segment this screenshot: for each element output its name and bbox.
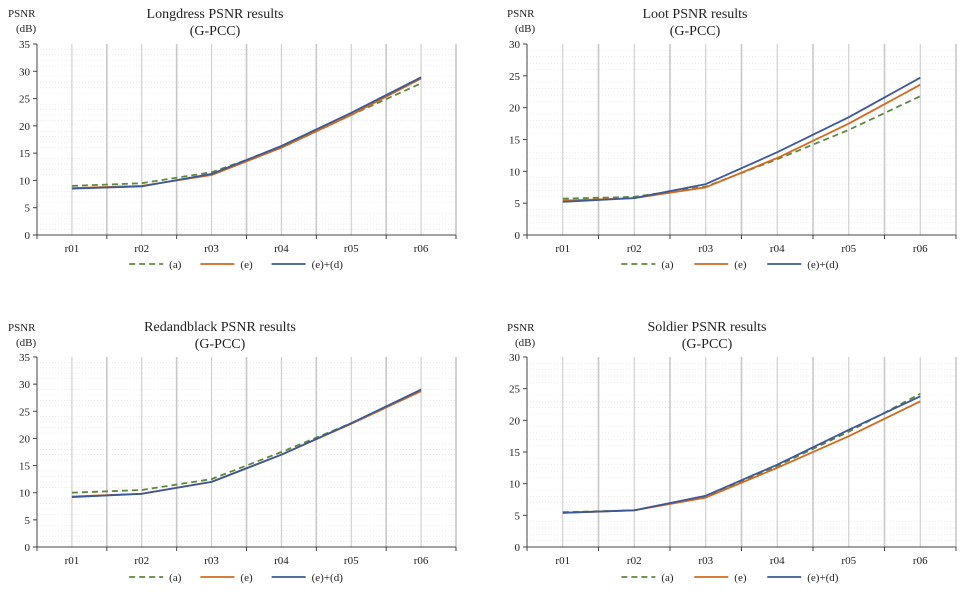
y-tick-label: 10 xyxy=(19,488,31,500)
chart-panel-4: 0 5 10 15 20 25 30 r01 r02 r03 r04 r05 r06 Soldier PS… xyxy=(507,320,957,584)
chart-title: Soldier PSNR results xyxy=(647,320,766,335)
chart-title: Loot PSNR results xyxy=(642,7,747,22)
y-tick-label: 15 xyxy=(19,148,31,160)
legend-label: (e)+(d) xyxy=(807,259,839,271)
y-tick-label: 25 xyxy=(509,384,521,396)
x-tick-label: r03 xyxy=(204,243,219,255)
x-tick-label: r02 xyxy=(134,243,149,255)
y-tick-label: 0 xyxy=(25,542,31,554)
y-tick-label: 10 xyxy=(19,175,31,187)
y-tick-label: 30 xyxy=(509,352,521,364)
legend-label: (a) xyxy=(661,259,674,271)
x-tick-label: r06 xyxy=(913,555,928,567)
x-tick-label: r05 xyxy=(841,555,856,567)
y-axis-label: PSNR xyxy=(8,322,36,334)
x-tick-label: r01 xyxy=(65,243,80,255)
x-tick-label: r01 xyxy=(555,555,570,567)
y-tick-label: 5 xyxy=(515,510,521,522)
x-tick-label: r02 xyxy=(627,243,642,255)
chart-panel-1: 0 5 10 15 20 25 30 35 r01 r02 r03 r04 r05 r06 Longdres… xyxy=(8,7,457,271)
chart-subtitle: (G-PCC) xyxy=(682,337,733,352)
series-line-ed xyxy=(562,76,921,203)
y-tick-label: 30 xyxy=(509,39,521,51)
x-tick-label: r04 xyxy=(274,555,289,567)
y-tick-label: 20 xyxy=(19,121,31,133)
x-tick-label: r03 xyxy=(204,555,219,567)
legend-label: (e) xyxy=(734,259,747,271)
x-tick-label: r05 xyxy=(841,243,856,255)
legend-label: (e)+(d) xyxy=(312,572,344,584)
x-tick-label: r04 xyxy=(770,555,785,567)
chart-panel-3: 0 5 10 15 20 25 30 35 r01 r02 r03 r04 r05 r06 Redandbl… xyxy=(8,320,457,584)
y-tick-label: 5 xyxy=(25,515,31,527)
x-tick-label: r05 xyxy=(344,243,359,255)
x-tick-label: r03 xyxy=(698,243,713,255)
y-tick-label: 35 xyxy=(19,352,31,364)
y-tick-label: 10 xyxy=(509,479,521,491)
x-tick-label: r01 xyxy=(555,243,570,255)
x-tick-label: r04 xyxy=(770,243,785,255)
y-axis-unit: (dB) xyxy=(515,337,536,349)
x-tick-label: r03 xyxy=(698,555,713,567)
x-tick-label: r06 xyxy=(913,243,928,255)
chart-title: Redandblack PSNR results xyxy=(144,320,296,335)
chart-subtitle: (G-PCC) xyxy=(195,337,246,352)
series-line-ed xyxy=(71,76,422,190)
legend-label: (a) xyxy=(661,572,674,584)
legend-label: (e) xyxy=(240,572,253,584)
x-tick-label: r04 xyxy=(274,243,289,255)
legend-label: (e)+(d) xyxy=(312,259,344,271)
y-tick-label: 15 xyxy=(509,447,521,459)
legend-label: (a) xyxy=(169,259,182,271)
y-axis-unit: (dB) xyxy=(16,337,37,349)
y-axis-label: PSNR xyxy=(507,322,535,334)
y-axis-label: PSNR xyxy=(507,8,535,20)
series-line-ed xyxy=(562,395,921,514)
y-tick-label: 15 xyxy=(19,461,31,473)
y-tick-label: 35 xyxy=(19,39,31,51)
x-tick-label: r01 xyxy=(65,555,80,567)
chart-title: Longdress PSNR results xyxy=(147,7,284,22)
chart-panel-2: 0 5 10 15 20 25 30 r01 r02 r03 r04 r05 r06 Loot PSNR … xyxy=(507,7,957,271)
y-tick-label: 10 xyxy=(509,166,521,178)
y-tick-label: 0 xyxy=(515,230,521,242)
y-tick-label: 20 xyxy=(509,103,521,115)
x-tick-label: r02 xyxy=(134,555,149,567)
y-axis-unit: (dB) xyxy=(515,23,536,35)
series-line-ed xyxy=(71,388,422,498)
y-tick-label: 25 xyxy=(19,94,31,106)
legend-label: (e) xyxy=(240,259,253,271)
legend-label: (a) xyxy=(169,572,182,584)
y-tick-label: 25 xyxy=(509,71,521,83)
y-tick-label: 30 xyxy=(19,379,31,391)
y-tick-label: 25 xyxy=(19,406,31,418)
y-tick-label: 5 xyxy=(515,198,521,210)
chart-subtitle: (G-PCC) xyxy=(190,24,241,39)
y-axis-label: PSNR xyxy=(8,8,36,20)
y-tick-label: 0 xyxy=(25,230,31,242)
y-axis-unit: (dB) xyxy=(16,23,37,35)
y-tick-label: 5 xyxy=(25,203,31,215)
x-tick-label: r06 xyxy=(414,555,429,567)
x-tick-label: r06 xyxy=(414,243,429,255)
x-tick-label: r02 xyxy=(627,555,642,567)
y-tick-label: 15 xyxy=(509,135,521,147)
chart-subtitle: (G-PCC) xyxy=(670,24,721,39)
legend-label: (e)+(d) xyxy=(807,572,839,584)
y-tick-label: 20 xyxy=(509,415,521,427)
y-tick-label: 20 xyxy=(19,433,31,445)
legend-label: (e) xyxy=(734,572,747,584)
x-tick-label: r05 xyxy=(344,555,359,567)
y-tick-label: 0 xyxy=(515,542,521,554)
y-tick-label: 30 xyxy=(19,66,31,78)
